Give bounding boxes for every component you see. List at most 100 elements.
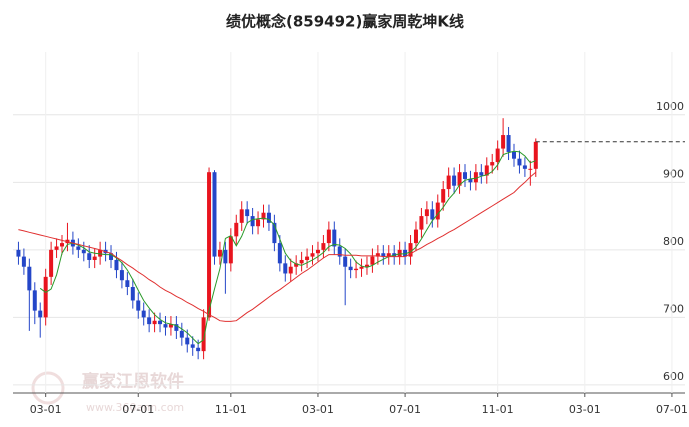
candle-body (533, 141, 538, 169)
y-tick-label: 700 (663, 302, 684, 315)
candle-body (386, 253, 391, 257)
candle-body (348, 266, 353, 271)
candle-body (528, 168, 533, 170)
candle-body (54, 246, 59, 250)
y-tick-label: 900 (663, 167, 684, 180)
x-tick-label: 07-01 (389, 403, 421, 416)
x-tick-label: 11-01 (215, 403, 247, 416)
candle-body (158, 320, 163, 325)
candle-body (375, 253, 380, 257)
candle-body (484, 165, 489, 176)
candle-body (462, 172, 467, 179)
candle-body (479, 172, 484, 176)
candle-body (16, 249, 21, 257)
candle-body (337, 246, 342, 257)
watermark-logo (31, 371, 65, 405)
candle-body (424, 209, 429, 217)
candle-body (141, 310, 146, 318)
candle-body (261, 212, 266, 220)
candle-body (250, 216, 255, 227)
candle-body (495, 148, 500, 163)
candle-body (163, 324, 168, 328)
candle-body (468, 178, 473, 183)
candle-body (359, 266, 364, 269)
candle-body (81, 249, 86, 254)
candle-body (223, 249, 228, 264)
candle-body (21, 256, 26, 267)
candle-body (277, 243, 282, 264)
x-tick-label: 03-01 (30, 403, 62, 416)
candle-body (517, 158, 522, 166)
candle-body (512, 151, 517, 159)
candle-body (185, 337, 190, 345)
candle-body (408, 243, 413, 257)
candle-body (60, 243, 65, 247)
candle-body (397, 249, 402, 257)
candle-body (207, 172, 212, 318)
candle-body (174, 324, 179, 331)
candle-body (49, 249, 54, 277)
y-tick-label: 600 (663, 370, 684, 383)
candle-body (332, 229, 337, 247)
candle-body (92, 256, 97, 260)
candle-body (43, 276, 48, 318)
candle-body (294, 263, 299, 267)
candle-body (179, 330, 184, 338)
candle-body (452, 175, 457, 186)
candle-body (136, 300, 141, 311)
candle-body (364, 264, 369, 267)
candle-body (321, 243, 326, 250)
candle-body (239, 209, 244, 223)
candle-body (256, 219, 261, 227)
candle-body (413, 229, 418, 244)
candle-body (201, 317, 206, 352)
candle-body (87, 253, 92, 260)
candle-body (326, 229, 331, 244)
watermark: 赢家江恩软件 (82, 371, 184, 392)
candle-body (168, 324, 173, 328)
candle-body (381, 253, 386, 257)
candle-body (196, 347, 201, 352)
candle-body (501, 135, 506, 149)
candle-body (130, 286, 135, 301)
candle-body (228, 236, 233, 264)
candle-body (114, 259, 119, 271)
candle-body (217, 249, 222, 257)
candle-body (109, 253, 114, 260)
y-tick-label: 1000 (656, 100, 684, 113)
candle-body (125, 280, 130, 287)
candle-body (147, 317, 152, 325)
candle-body (430, 209, 435, 220)
candle-body (245, 209, 250, 217)
x-tick-label: 03-01 (569, 403, 601, 416)
candle-body (266, 212, 271, 223)
candle-body (522, 165, 527, 169)
candle-body (299, 259, 304, 264)
candle-body (473, 172, 478, 183)
ma-line (18, 171, 537, 322)
candle-body (457, 172, 462, 186)
candle-body (212, 172, 217, 257)
candle-body (490, 162, 495, 166)
candle-body (98, 249, 103, 257)
candle-body (234, 222, 239, 237)
candle-body (152, 320, 157, 325)
candle-body (76, 246, 81, 250)
watermark-url: www.360ann.com (86, 401, 184, 414)
candle-body (354, 268, 359, 271)
x-tick-label: 07-01 (656, 403, 688, 416)
candle-body (288, 266, 293, 274)
candle-body (370, 256, 375, 265)
candle-body (38, 310, 43, 318)
chart-title: 绩优概念(859492)赢家周乾坤K线 (226, 13, 464, 31)
ma-line (39, 150, 536, 345)
candle-body (446, 175, 451, 190)
candle-body (419, 216, 424, 230)
candle-body (190, 344, 195, 348)
candle-body (272, 222, 277, 244)
x-tick-label: 11-01 (482, 403, 514, 416)
candle-body (32, 290, 37, 311)
candle-body (283, 263, 288, 274)
candle-body (310, 253, 315, 257)
